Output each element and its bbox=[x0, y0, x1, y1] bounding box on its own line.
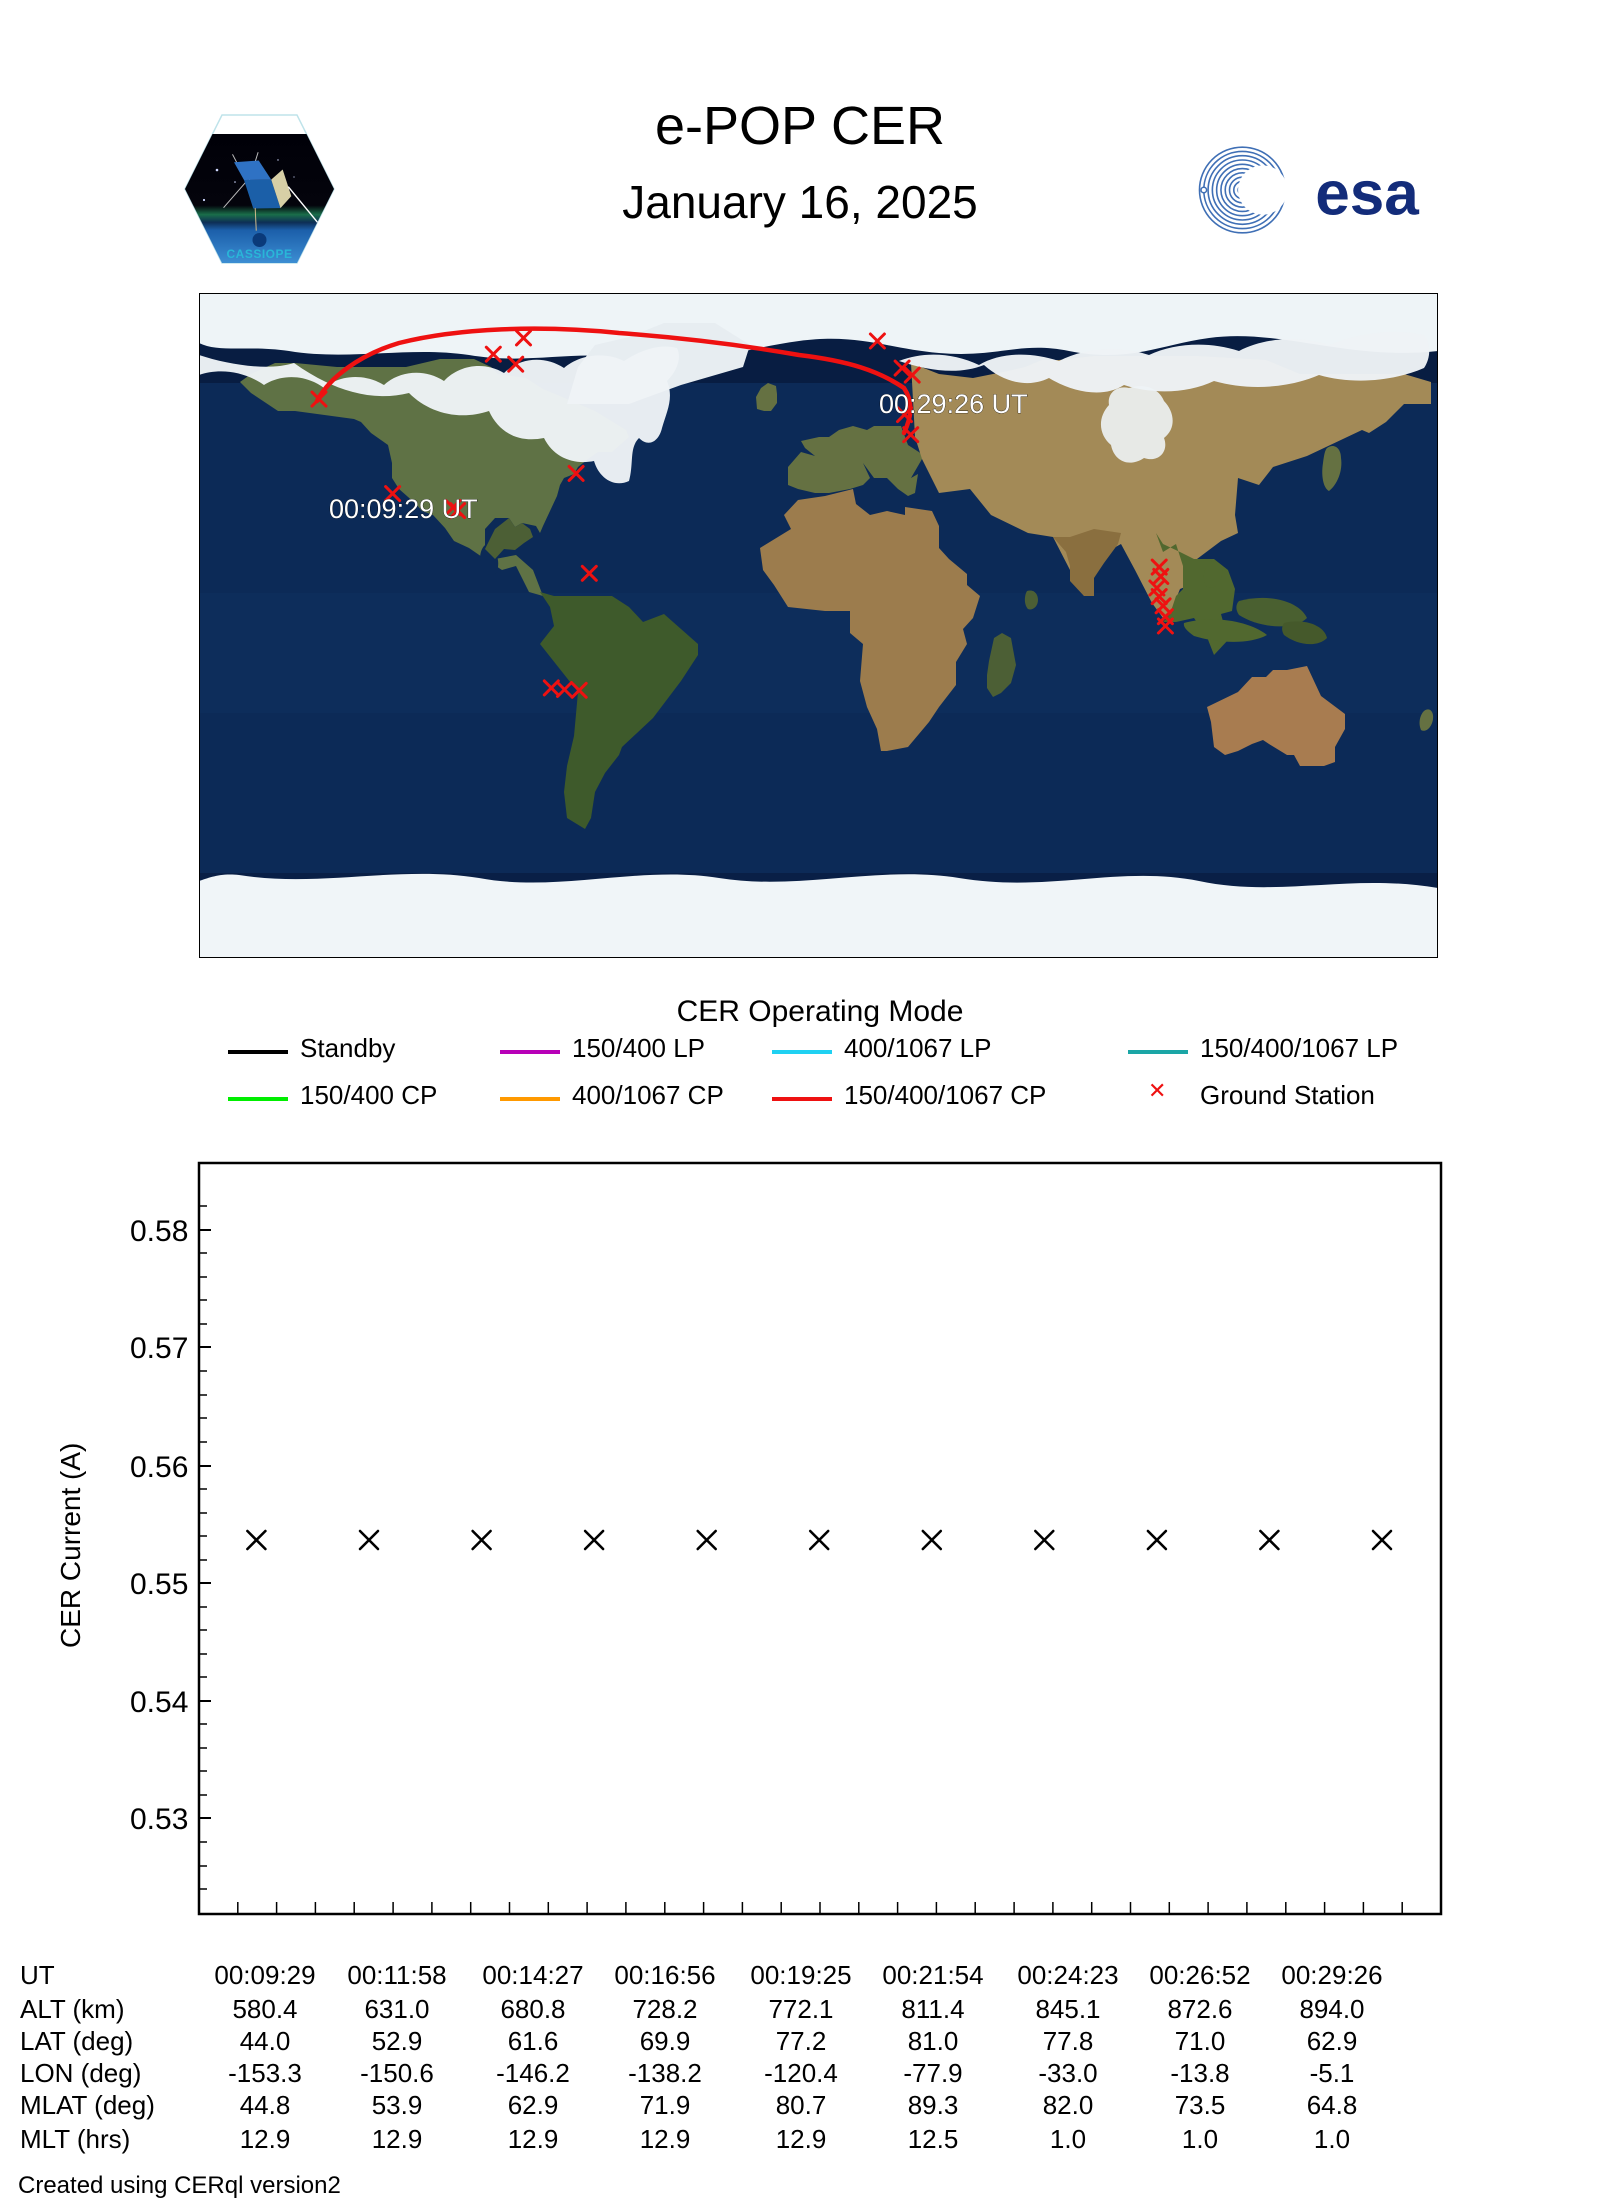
svg-text:00:09:29 UT: 00:09:29 UT bbox=[329, 494, 478, 524]
svg-text:CASSIOPE: CASSIOPE bbox=[226, 247, 292, 261]
svg-text:00:29:26 UT: 00:29:26 UT bbox=[879, 389, 1028, 419]
svg-text:esa: esa bbox=[1315, 160, 1419, 229]
